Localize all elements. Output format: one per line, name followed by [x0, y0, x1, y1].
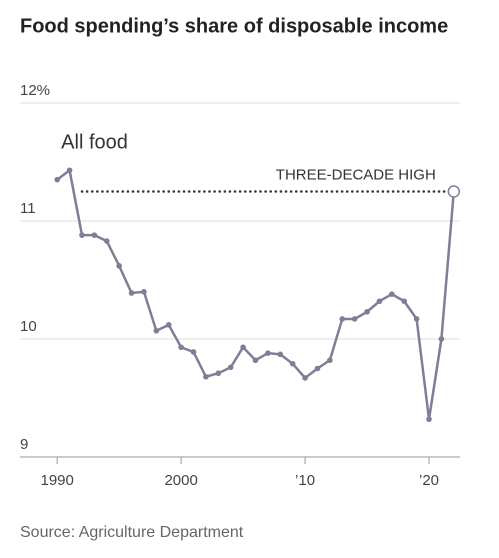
data-point	[128, 290, 135, 296]
data-point	[327, 357, 333, 364]
data-point	[438, 336, 445, 342]
data-point	[389, 291, 395, 297]
data-point	[413, 316, 420, 322]
data-point	[401, 298, 408, 305]
y-tick-label: 12%	[20, 82, 50, 99]
x-tick-label: 1990	[40, 472, 73, 489]
data-point	[364, 309, 370, 315]
data-point	[447, 185, 461, 198]
data-point	[165, 322, 172, 328]
data-point	[289, 360, 296, 367]
data-point	[190, 349, 197, 355]
data-point	[302, 375, 308, 381]
chart-title: Food spending’s share of disposable inco…	[20, 15, 448, 37]
data-point	[426, 416, 432, 423]
data-point	[376, 298, 383, 305]
annotation: THREE-DECADE HIGH	[276, 166, 436, 183]
series-label: All food	[61, 131, 128, 153]
y-tick-label: 9	[20, 436, 28, 453]
data-point	[66, 167, 73, 174]
data-point	[351, 316, 358, 322]
data-point	[79, 232, 85, 238]
data-point	[265, 350, 271, 356]
data-point	[91, 232, 98, 238]
data-point	[153, 327, 160, 334]
data-point	[227, 364, 234, 371]
data-point	[203, 373, 209, 380]
data-point	[252, 357, 259, 364]
source: Source: Agriculture Department	[20, 524, 244, 541]
x-tick-label: ’10	[295, 472, 315, 489]
data-point	[116, 263, 122, 269]
data-point	[277, 351, 284, 358]
data-point	[103, 238, 110, 244]
x-tick-label: 2000	[164, 472, 197, 489]
data-point	[178, 344, 184, 351]
data-point	[314, 365, 321, 372]
data-point	[54, 176, 60, 183]
data-point	[240, 344, 246, 351]
data-point	[141, 289, 147, 295]
y-tick-label: 11	[20, 200, 36, 217]
x-tick-label: ’20	[419, 472, 439, 489]
y-tick-label: 10	[20, 318, 37, 335]
data-point	[215, 370, 222, 377]
data-point	[339, 316, 346, 322]
